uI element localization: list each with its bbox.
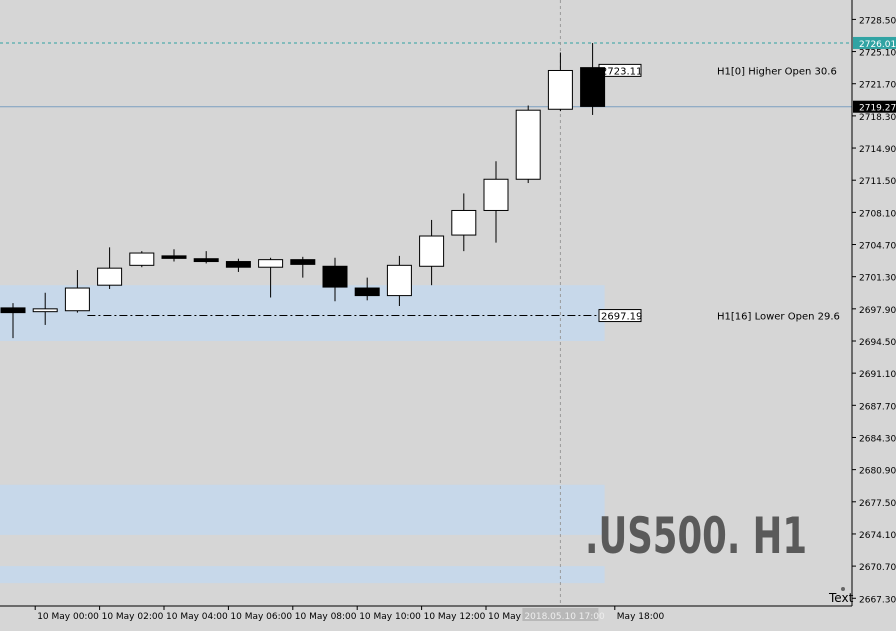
candle-body[interactable]	[419, 235, 445, 267]
candle-body[interactable]	[451, 209, 477, 236]
time-tick-label: 10 May 12:00	[424, 612, 486, 622]
price-tick-label: 2691.10	[859, 370, 896, 380]
ask-price-tag	[853, 36, 896, 49]
price-tick-label: 2704.70	[859, 242, 896, 252]
price-axis-background	[852, 0, 896, 606]
time-tick-label: 10 May 06:00	[230, 612, 292, 622]
price-tick-label: 2694.50	[859, 338, 896, 348]
supply-demand-zone	[0, 566, 605, 584]
ask-price-tag-label: 2726.01	[859, 40, 896, 50]
price-tick-label: 2701.30	[859, 274, 896, 284]
candle-body[interactable]	[386, 264, 412, 297]
crosshair-time-label: 2018.05.10 17:00	[524, 612, 605, 622]
candle-body[interactable]	[547, 69, 573, 110]
crosshair-time-tag	[522, 608, 599, 621]
level-description: H1[0] Higher Open 30.6	[717, 66, 837, 77]
price-tick-label: 2684.30	[859, 434, 896, 444]
candle-body[interactable]	[322, 265, 348, 288]
price-tick-label: 2677.50	[859, 499, 896, 509]
supply-demand-zone	[0, 484, 605, 535]
level-label-box	[598, 309, 642, 323]
candle-body[interactable]	[161, 255, 187, 259]
price-tick-label: 2670.70	[859, 563, 896, 573]
price-tick-label: 2687.70	[859, 402, 896, 412]
price-tick-label: 2728.50	[859, 16, 896, 26]
time-tick-label: 10 May 14:00	[488, 612, 550, 622]
candle-body[interactable]	[64, 287, 90, 312]
candle-body[interactable]	[483, 178, 509, 211]
candle-body[interactable]	[0, 307, 26, 314]
candle-body[interactable]	[193, 258, 219, 263]
candle-body[interactable]	[32, 308, 58, 313]
symbol-watermark: .US500. H1	[585, 507, 807, 565]
time-tick-label: 10 May 00:00	[37, 612, 99, 622]
candle-body[interactable]	[97, 267, 123, 286]
level-price-label: 2723.11	[601, 66, 642, 77]
time-tick-label: May 18:00	[617, 612, 665, 622]
time-tick-label: 10 May 04:00	[166, 612, 228, 622]
candle-body[interactable]	[354, 287, 380, 297]
price-tick-label: 2667.30	[859, 595, 896, 605]
price-tick-label: 2711.50	[859, 177, 896, 187]
bid-price-tag	[853, 100, 896, 113]
text-object-anchor-icon[interactable]	[841, 587, 845, 591]
price-tick-label: 2721.70	[859, 81, 896, 91]
time-tick-label: 10 May 02:00	[102, 612, 164, 622]
supply-demand-zone	[0, 285, 605, 341]
price-tick-label: 2718.30	[859, 113, 896, 123]
time-tick-label: 10 May 10:00	[359, 612, 421, 622]
price-tick-label: 2697.90	[859, 306, 896, 316]
time-tick-label: 10 May 08:00	[295, 612, 357, 622]
price-tick-label: 2725.10	[859, 49, 896, 59]
level-description: H1[16] Lower Open 29.6	[717, 312, 840, 323]
price-tick-label: 2680.90	[859, 467, 896, 477]
level-price-label: 2697.19	[601, 312, 642, 323]
candle-body[interactable]	[580, 67, 606, 107]
candle-body[interactable]	[129, 252, 155, 266]
price-tick-label: 2708.10	[859, 209, 896, 219]
candle-body[interactable]	[225, 261, 251, 268]
candle-body[interactable]	[290, 259, 316, 265]
candle-body[interactable]	[515, 109, 541, 180]
price-tick-label: 2714.90	[859, 145, 896, 155]
bid-price-tag-label: 2719.27	[859, 104, 896, 114]
candle-body[interactable]	[258, 259, 284, 268]
price-tick-label: 2674.10	[859, 531, 896, 541]
text-object-label: Text	[828, 591, 854, 605]
